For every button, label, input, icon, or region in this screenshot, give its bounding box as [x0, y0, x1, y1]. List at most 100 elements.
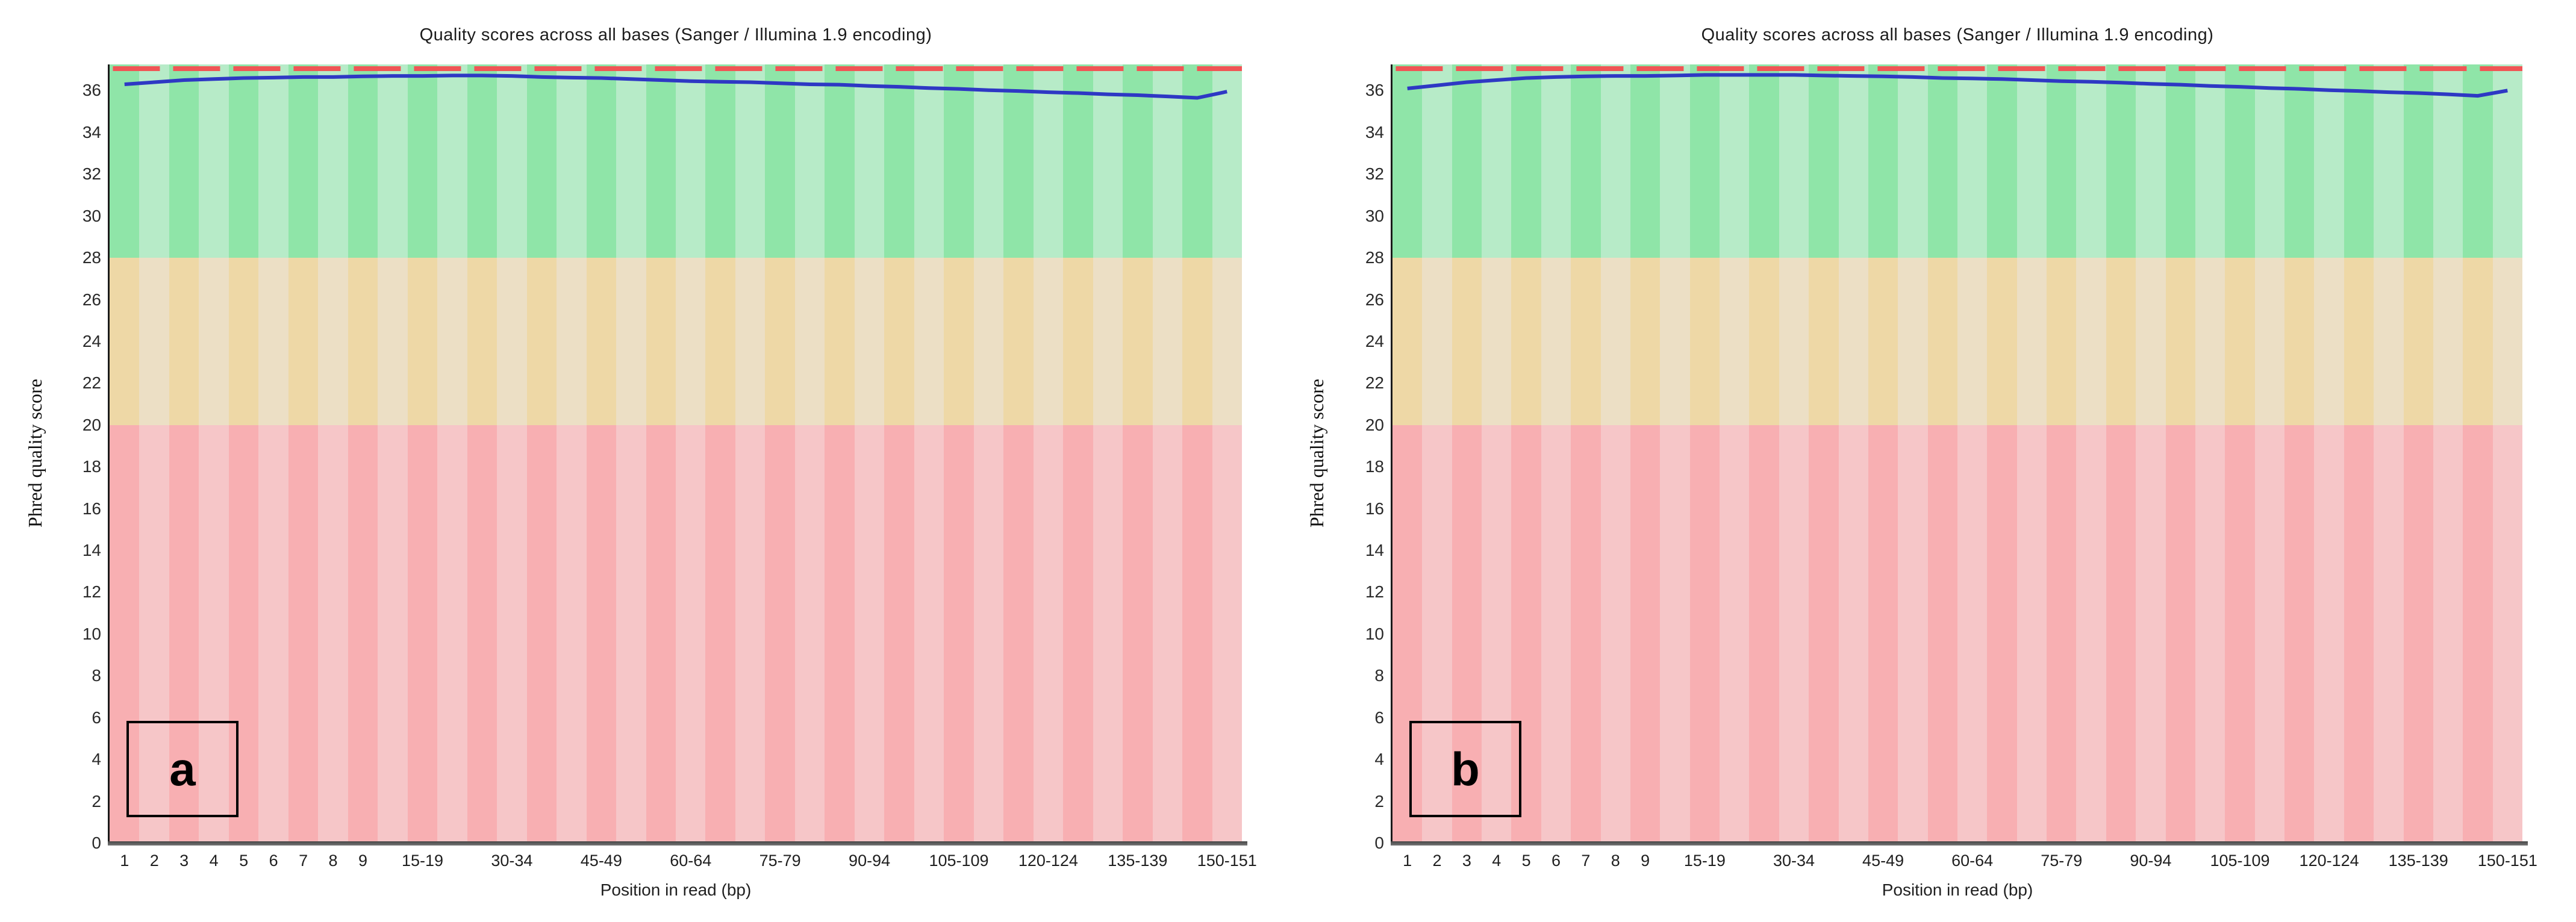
- x-tick-label: 1: [1403, 852, 1412, 870]
- bin-stripe: [378, 64, 408, 843]
- x-tick-label: 45-49: [1862, 852, 1904, 870]
- bin-stripe: [1152, 64, 1183, 843]
- bin-stripe: [258, 64, 289, 843]
- bin-stripe: [318, 64, 349, 843]
- quality-line-layer: [110, 64, 1242, 843]
- bin-stripe: [1749, 64, 1780, 843]
- bin-stripe: [557, 64, 587, 843]
- bin-stripe: [1779, 64, 1809, 843]
- bin-stripe: [1720, 64, 1750, 843]
- y-tick-label: 16: [1365, 499, 1384, 518]
- x-tick-label: 90-94: [2130, 852, 2172, 870]
- bin-stripe: [765, 64, 796, 843]
- y-tick-label: 18: [82, 457, 101, 476]
- x-tick-label: 90-94: [849, 852, 891, 870]
- bin-stripe: [110, 64, 140, 843]
- bin-stripe: [884, 64, 915, 843]
- x-axis-line: [1391, 841, 2528, 846]
- chart-title: Quality scores across all bases (Sanger …: [419, 25, 932, 45]
- x-tick-label: 105-109: [929, 852, 989, 870]
- bin-stripe: [1957, 64, 1988, 843]
- bin-stripe: [139, 64, 170, 843]
- x-tick-label: 4: [1492, 852, 1502, 870]
- y-tick-label: 20: [82, 415, 101, 434]
- x-tick-label: 3: [179, 852, 189, 870]
- bin-stripe: [2106, 64, 2136, 843]
- bin-stripe: [2016, 64, 2047, 843]
- x-axis-label: Position in read (bp): [600, 880, 752, 899]
- bin-stripe: [1541, 64, 1571, 843]
- bin-stripe: [2403, 64, 2434, 843]
- bin-stripe: [1063, 64, 1094, 843]
- y-tick-label: 8: [1374, 666, 1384, 685]
- bin-stripe: [2195, 64, 2225, 843]
- x-tick-label: 120-124: [1018, 852, 1078, 870]
- plot-area: b: [1392, 64, 2522, 843]
- bin-stripe: [705, 64, 736, 843]
- bin-stripe: [2492, 64, 2522, 843]
- y-tick-label: 22: [1365, 373, 1384, 393]
- chart-title: Quality scores across all bases (Sanger …: [1701, 25, 2214, 45]
- y-axis-label: Phred quality score: [1305, 378, 1327, 528]
- x-tick-label: 75-79: [2041, 852, 2083, 870]
- y-tick-label: 12: [1365, 582, 1384, 602]
- y-tick-label: 14: [82, 541, 101, 560]
- bin-stripe: [914, 64, 944, 843]
- x-tick-label: 4: [209, 852, 219, 870]
- bin-stripe: [228, 64, 259, 843]
- x-tick-label: 45-49: [580, 852, 622, 870]
- mean-quality-line: [1408, 75, 2508, 96]
- y-tick-label: 16: [82, 499, 101, 518]
- y-tick-label: 24: [1365, 331, 1384, 350]
- x-tick-label: 150-151: [2477, 852, 2537, 870]
- x-tick-label: 105-109: [2210, 852, 2270, 870]
- bin-stripe: [1660, 64, 1691, 843]
- x-tick-label: 2: [1432, 852, 1442, 870]
- x-tick-label: 5: [239, 852, 249, 870]
- y-tick-label: 34: [1365, 122, 1384, 142]
- y-tick-label: 4: [1374, 750, 1384, 769]
- x-tick-label: 150-151: [1197, 852, 1257, 870]
- bin-stripe: [288, 64, 319, 843]
- y-tick-label: 6: [1374, 708, 1384, 727]
- bin-stripe: [1898, 64, 1929, 843]
- y-tick-label: 2: [92, 791, 101, 811]
- bin-stripes: [1392, 64, 2522, 843]
- bin-stripe: [1182, 64, 1213, 843]
- bin-stripe: [2136, 64, 2166, 843]
- bin-stripe: [1689, 64, 1720, 843]
- quality-line-layer: [1392, 64, 2522, 843]
- y-tick-label: 32: [1365, 164, 1384, 184]
- x-tick-label: 30-34: [1773, 852, 1815, 870]
- y-tick-label: 6: [92, 708, 101, 727]
- y-tick-label: 26: [1365, 290, 1384, 309]
- bin-stripe: [616, 64, 647, 843]
- y-tick-label: 12: [82, 582, 101, 602]
- y-tick-label: 20: [1365, 415, 1384, 434]
- x-tick-label: 75-79: [759, 852, 801, 870]
- x-tick-label: 135-139: [2388, 852, 2448, 870]
- bin-stripe: [2433, 64, 2463, 843]
- x-tick-label: 7: [299, 852, 308, 870]
- y-tick-label: 34: [82, 122, 101, 142]
- panel-label: b: [1451, 743, 1480, 796]
- bin-stripe: [794, 64, 825, 843]
- bin-stripe: [199, 64, 229, 843]
- bin-stripe: [169, 64, 199, 843]
- bin-stripe: [348, 64, 378, 843]
- bin-stripes: [110, 64, 1242, 843]
- bin-stripe: [973, 64, 1004, 843]
- bin-stripe: [2374, 64, 2404, 843]
- mean-quality-line: [125, 75, 1227, 98]
- y-tick-label: 36: [82, 81, 101, 100]
- bin-stripe: [735, 64, 766, 843]
- bin-stripe: [1452, 64, 1482, 843]
- x-tick-label: 6: [1552, 852, 1561, 870]
- bin-stripe: [2254, 64, 2285, 843]
- x-tick-label: 8: [328, 852, 338, 870]
- x-tick-label: 8: [1611, 852, 1620, 870]
- x-tick-label: 60-64: [670, 852, 712, 870]
- x-tick-label: 9: [358, 852, 368, 870]
